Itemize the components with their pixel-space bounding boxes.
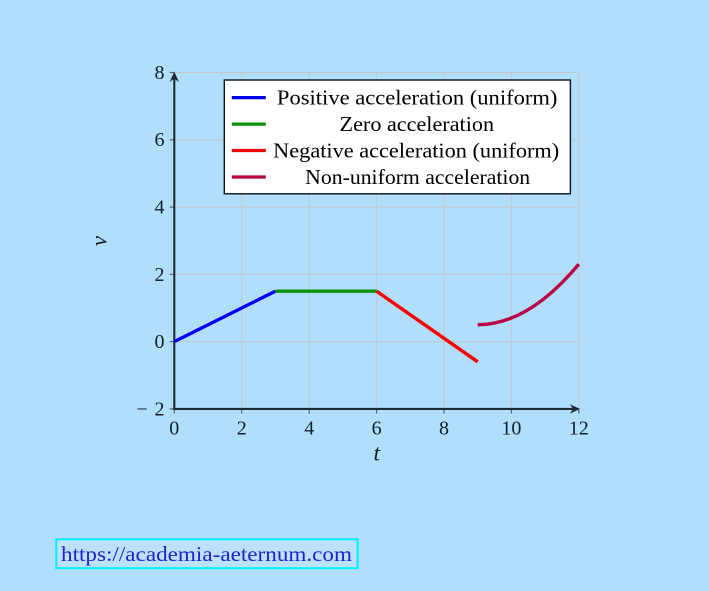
svg-text:2: 2 (237, 417, 247, 439)
svg-text:2: 2 (155, 264, 165, 286)
svg-text:Positive acceleration (uniform: Positive acceleration (uniform) (277, 86, 558, 110)
svg-text:12: 12 (569, 417, 589, 439)
svg-text:6: 6 (155, 129, 165, 151)
svg-text:0: 0 (169, 417, 179, 439)
svg-text:6: 6 (372, 417, 382, 439)
svg-text:4: 4 (155, 197, 165, 219)
svg-text:Negative acceleration (uniform: Negative acceleration (uniform) (273, 139, 559, 163)
svg-text:https://academia-aeternum.com: https://academia-aeternum.com (61, 542, 352, 566)
svg-text:0: 0 (155, 331, 165, 353)
svg-text:8: 8 (155, 62, 165, 84)
svg-text:4: 4 (304, 417, 314, 439)
svg-text:Non-uniform acceleration: Non-uniform acceleration (305, 165, 531, 189)
svg-text:Zero acceleration: Zero acceleration (340, 112, 495, 136)
svg-text:t: t (374, 441, 381, 467)
svg-text:8: 8 (439, 417, 449, 439)
svg-text:10: 10 (501, 417, 521, 439)
svg-text:v: v (87, 235, 112, 246)
